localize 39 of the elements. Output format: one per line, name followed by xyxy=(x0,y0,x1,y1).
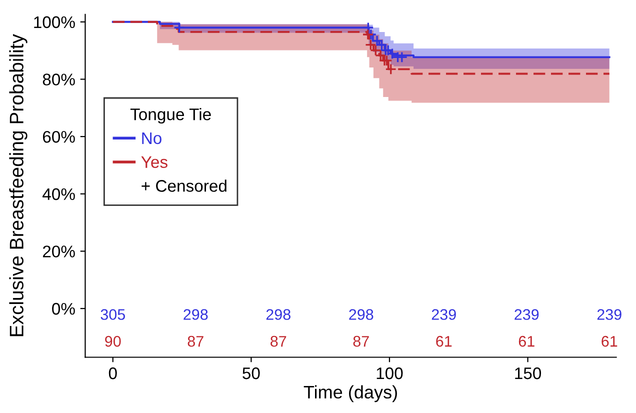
legend-label: Yes xyxy=(141,156,168,168)
annotation: 87 xyxy=(270,336,286,347)
x-tick-label: 100 xyxy=(376,367,403,380)
annotation: + Censored xyxy=(142,180,226,192)
point xyxy=(362,22,374,34)
x-tick-label: 150 xyxy=(515,367,542,380)
y-tick-label: 100% xyxy=(34,16,75,28)
x-tick-label: 50 xyxy=(242,367,260,380)
annotation: 87 xyxy=(353,336,369,347)
point xyxy=(174,22,186,34)
point xyxy=(376,39,388,51)
y-tick-label: 60% xyxy=(42,130,75,143)
annotation: 61 xyxy=(602,336,618,347)
point xyxy=(385,63,397,75)
annotation: 298 xyxy=(266,309,290,320)
annotation: 61 xyxy=(436,336,452,347)
annotation: 239 xyxy=(597,309,622,320)
y-tick-label: 0% xyxy=(52,302,75,315)
y-axis-title: Exclusive Breastfeeding Probability xyxy=(9,34,28,336)
y-tick-label: 40% xyxy=(42,188,75,200)
annotation: 305 xyxy=(100,309,125,320)
annotation: 90 xyxy=(105,336,121,347)
point xyxy=(386,48,398,60)
annotation: 239 xyxy=(514,309,539,320)
point xyxy=(362,28,374,40)
annotation: 298 xyxy=(349,309,374,320)
legend-title: Tongue Tie xyxy=(130,108,211,124)
x-axis-title: Time (days) xyxy=(304,385,397,402)
legend-label: No xyxy=(142,132,162,144)
annotation: 87 xyxy=(188,336,204,347)
annotation: 61 xyxy=(518,336,534,347)
annotation: 298 xyxy=(184,309,208,320)
point xyxy=(370,44,382,56)
annotation: 239 xyxy=(432,309,456,320)
point xyxy=(364,39,376,51)
point xyxy=(374,50,386,62)
y-tick-label: 20% xyxy=(42,246,75,258)
x-tick-label: 0 xyxy=(108,367,117,380)
y-tick-label: 80% xyxy=(42,74,75,86)
